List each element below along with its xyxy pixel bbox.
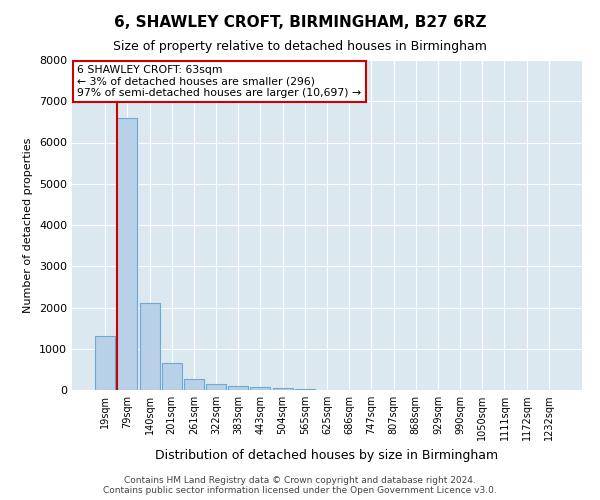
Text: 6 SHAWLEY CROFT: 63sqm
← 3% of detached houses are smaller (296)
97% of semi-det: 6 SHAWLEY CROFT: 63sqm ← 3% of detached … — [77, 65, 361, 98]
X-axis label: Distribution of detached houses by size in Birmingham: Distribution of detached houses by size … — [155, 448, 499, 462]
Y-axis label: Number of detached properties: Number of detached properties — [23, 138, 34, 312]
Bar — [295, 389, 315, 390]
Bar — [228, 386, 248, 390]
Bar — [140, 304, 160, 390]
Text: Size of property relative to detached houses in Birmingham: Size of property relative to detached ho… — [113, 40, 487, 53]
Bar — [206, 384, 226, 390]
Text: 6, SHAWLEY CROFT, BIRMINGHAM, B27 6RZ: 6, SHAWLEY CROFT, BIRMINGHAM, B27 6RZ — [114, 15, 486, 30]
Bar — [95, 336, 115, 390]
Bar — [250, 386, 271, 390]
Bar — [118, 118, 137, 390]
Text: Contains HM Land Registry data © Crown copyright and database right 2024.
Contai: Contains HM Land Registry data © Crown c… — [103, 476, 497, 495]
Bar — [162, 363, 182, 390]
Bar — [272, 388, 293, 390]
Bar — [184, 380, 204, 390]
